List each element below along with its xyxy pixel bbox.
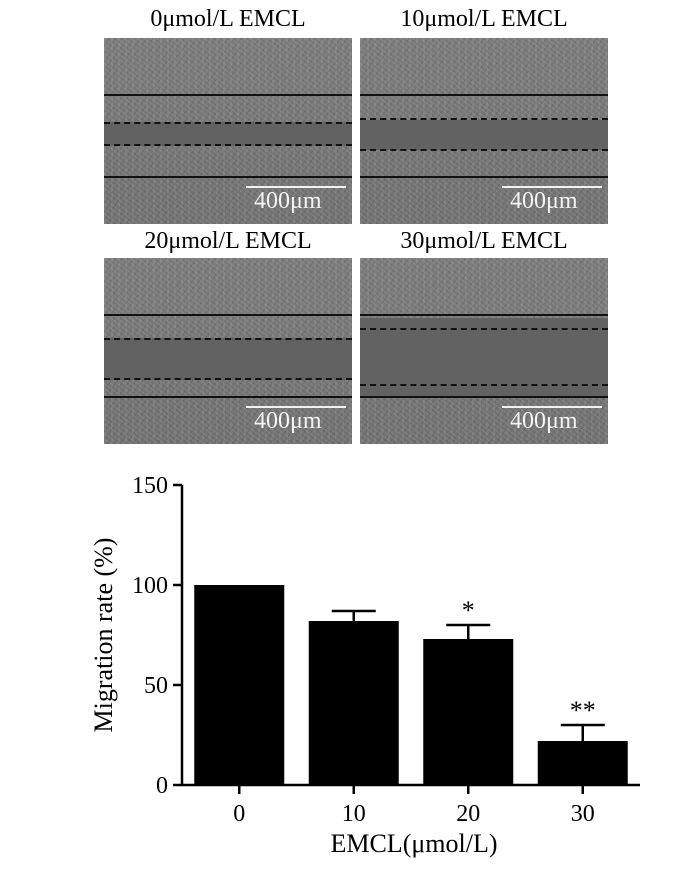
x-tick-label-30: 30: [571, 801, 595, 827]
migration-edge-line: [104, 122, 352, 124]
migration-rate-bar-chart: 0 50 100 150 0 10 * 20 ** 30 Migration rate (%) E…: [89, 473, 640, 858]
y-tick-label: 0: [156, 773, 168, 799]
panel-title-20: 20μmol/L EMCL: [144, 228, 312, 254]
x-tick-label-20: 20: [456, 801, 480, 827]
plot-area: 0 50 100 150 0 10 * 20 ** 30: [132, 473, 640, 827]
x-axis-label: EMCL(μmol/L): [330, 829, 497, 858]
scratch-gap: [104, 338, 352, 380]
migration-edge-line: [104, 338, 352, 340]
micrograph-10: 400μm: [360, 38, 608, 224]
bar-10: [308, 621, 399, 785]
scale-bar: [502, 406, 602, 408]
panel-title-0: 0μmol/L EMCL: [150, 6, 306, 32]
initial-edge-line: [104, 314, 352, 316]
migration-edge-line: [104, 144, 352, 146]
y-tick-label: 150: [132, 473, 168, 499]
scale-bar: [246, 406, 346, 408]
panel-title-10: 10μmol/L EMCL: [400, 6, 568, 32]
migration-edge-line: [360, 118, 608, 120]
scale-bar: [502, 186, 602, 188]
migration-edge-line: [360, 384, 608, 386]
initial-edge-line: [360, 314, 608, 316]
scale-label: 400μm: [510, 188, 578, 214]
scratch-gap: [360, 120, 608, 150]
bar-30: [537, 741, 628, 785]
y-tick-label: 50: [144, 673, 168, 699]
migration-edge-line: [360, 149, 608, 151]
x-tick-label-10: 10: [342, 801, 366, 827]
micrograph-20: 400μm: [104, 258, 352, 444]
panel-title-30: 30μmol/L EMCL: [400, 228, 568, 254]
x-tick-label-0: 0: [233, 801, 245, 827]
scratch-gap: [360, 318, 608, 396]
initial-edge-line: [104, 94, 352, 96]
scale-label: 400μm: [254, 188, 322, 214]
significance-marker-30: **: [570, 696, 596, 725]
micrograph-0: 400μm: [104, 38, 352, 224]
initial-edge-line: [360, 396, 608, 398]
initial-edge-line: [104, 396, 352, 398]
initial-edge-line: [360, 176, 608, 178]
migration-edge-line: [360, 328, 608, 330]
initial-edge-line: [360, 94, 608, 96]
bar-0: [194, 585, 285, 785]
y-axis-label: Migration rate (%): [89, 538, 118, 733]
bar-20: [423, 639, 514, 785]
significance-marker-20: *: [462, 596, 475, 625]
scale-bar: [246, 186, 346, 188]
micrograph-30: 400μm: [360, 258, 608, 444]
scale-label: 400μm: [254, 408, 322, 434]
scratch-gap: [104, 122, 352, 146]
migration-edge-line: [104, 378, 352, 380]
y-tick-label: 100: [132, 573, 168, 599]
scale-label: 400μm: [510, 408, 578, 434]
initial-edge-line: [104, 176, 352, 178]
